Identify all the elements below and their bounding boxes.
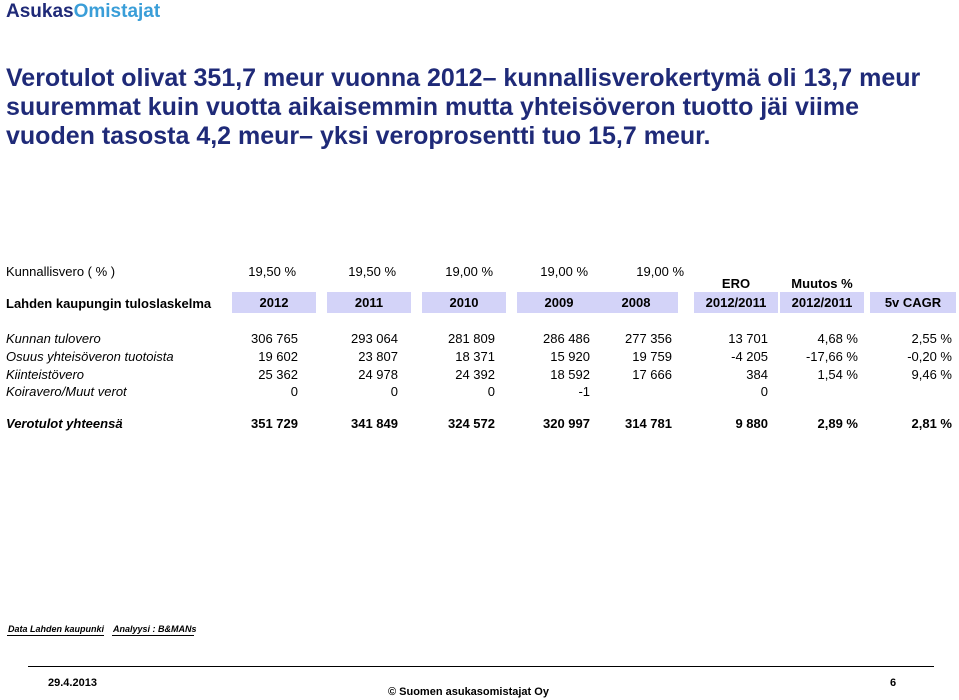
brand-logo: AsukasOmistajat [6,1,160,23]
footer-date: 29.4.2013 [48,677,97,689]
header-muutos-top: Muutos % [791,276,853,291]
cell-muutos: 4,68 % [817,331,858,346]
total-2011: 341 849 [351,416,398,431]
total-2012: 351 729 [251,416,298,431]
header-year-2012: 2012 [232,292,316,313]
header-year-2008: 2008 [594,292,678,313]
rate-2012: 19,50 % [248,264,296,279]
cell-2009: 18 592 [550,367,590,382]
cell-2009: 286 486 [543,331,590,346]
source-data: Data Lahden kaupunki [8,624,105,634]
cell-2011: 293 064 [351,331,398,346]
cell-cagr: -0,20 % [907,349,952,364]
header-cagr: 5v CAGR [870,292,956,313]
source-analysis-underline [112,635,194,636]
cell-2012: 306 765 [251,331,298,346]
cell-muutos: -17,66 % [805,349,858,364]
cell-2008: 277 356 [625,331,672,346]
cell-2012: 0 [290,384,298,399]
cell-ero: 13 701 [728,331,768,346]
cell-cagr: 2,55 % [911,331,952,346]
cell-cagr: 9,46 % [911,367,952,382]
header-year-2011: 2011 [327,292,411,313]
rate-2009: 19,00 % [540,264,588,279]
row-label: Osuus yhteisöveron tuotoista [6,349,174,364]
total-2010: 324 572 [448,416,495,431]
cell-2008: 19 759 [632,349,672,364]
cell-2012: 25 362 [258,367,298,382]
total-label: Verotulot yhteensä [6,416,123,431]
source-data-underline [7,635,104,636]
header-ero-top: ERO [721,276,751,291]
cell-2010: 24 392 [455,367,495,382]
cell-2010: 18 371 [455,349,495,364]
cell-muutos: 1,54 % [817,367,858,382]
cell-2008: 17 666 [632,367,672,382]
header-year-2009: 2009 [517,292,601,313]
page-headline: Verotulot olivat 351,7 meur vuonna 2012–… [6,64,921,150]
row-label: Kunnan tulovero [6,331,101,346]
footer-copyright: © Suomen asukasomistajat Oy [388,686,549,698]
row-label: Koiravero/Muut verot [6,384,127,399]
footer-divider [28,666,934,667]
rate-row-label: Kunnallisvero ( % ) [6,264,116,279]
cell-2010: 0 [487,384,495,399]
rate-2008: 19,00 % [636,264,684,279]
cell-2010: 281 809 [448,331,495,346]
cell-ero: 384 [746,367,768,382]
cell-2011: 23 807 [358,349,398,364]
cell-2009: 15 920 [550,349,590,364]
header-year-2010: 2010 [422,292,506,313]
total-muutos: 2,89 % [817,416,858,431]
cell-2011: 0 [390,384,398,399]
total-cagr: 2,81 % [911,416,952,431]
cell-2011: 24 978 [358,367,398,382]
footer-page-number: 6 [890,677,897,689]
header-muutos-bottom: 2012/2011 [780,292,864,313]
total-2009: 320 997 [543,416,590,431]
cell-ero: 0 [760,384,768,399]
total-2008: 314 781 [625,416,672,431]
header-ero-bottom: 2012/2011 [694,292,778,313]
rate-2011: 19,50 % [348,264,396,279]
cell-2009: -1 [578,384,590,399]
cell-2012: 19 602 [258,349,298,364]
brand-part2: Omistajat [73,1,161,22]
brand-part1: Asukas [6,1,74,22]
table-title: Lahden kaupungin tuloslaskelma [6,296,212,311]
rate-2010: 19,00 % [445,264,493,279]
cell-ero: -4 205 [731,349,768,364]
total-ero: 9 880 [735,416,768,431]
row-label: Kiinteistövero [6,367,85,382]
source-analysis: Analyysi : B&MANs [113,624,197,634]
